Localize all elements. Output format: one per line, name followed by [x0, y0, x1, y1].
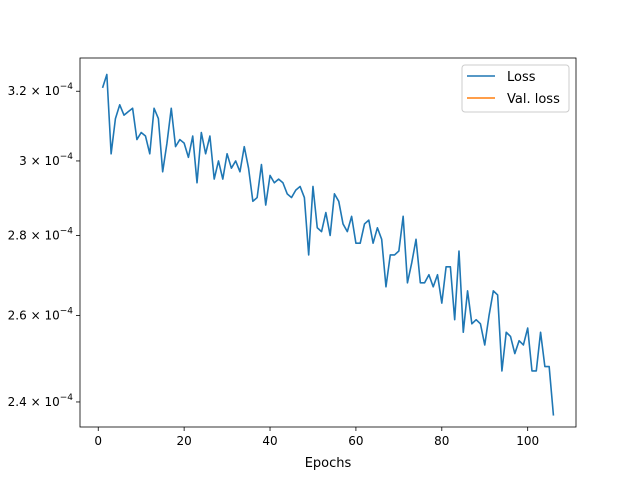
legend-label-val-loss: Val. loss	[507, 92, 560, 107]
x-axis-label: Epochs	[305, 456, 352, 471]
x-tick-label: 0	[94, 434, 102, 448]
y-tick-label: 2.4 × 10−4	[8, 393, 74, 409]
x-tick-label: 60	[348, 434, 363, 448]
y-tick-label: 2.6 × 10−4	[8, 307, 74, 323]
x-tick-label: 80	[434, 434, 449, 448]
x-tick-label: 100	[516, 434, 539, 448]
y-tick-label: 3.2 × 10−4	[8, 82, 74, 98]
y-tick-label: 3 × 10−4	[19, 152, 73, 168]
x-tick-label: 40	[262, 434, 277, 448]
series-line-loss	[101, 73, 555, 416]
x-tick-label: 20	[176, 434, 191, 448]
legend: Loss Val. loss	[461, 64, 570, 113]
y-tick-label: 2.8 × 10−4	[8, 226, 74, 242]
legend-label-loss: Loss	[507, 70, 536, 85]
plot-frame	[79, 57, 577, 428]
